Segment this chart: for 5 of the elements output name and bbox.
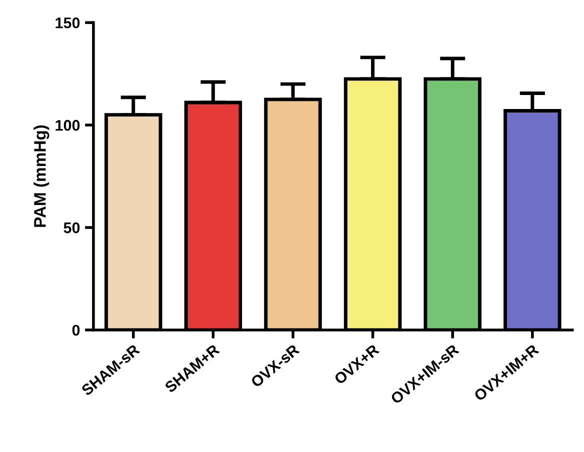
y-tick-label: 50 [64,222,80,234]
y-tick-label: 100 [56,120,80,131]
y-axis-title: PAM (mmHg) [34,125,50,227]
y-tick-label: 0 [72,324,80,336]
y-tick-label: 150 [56,17,80,28]
